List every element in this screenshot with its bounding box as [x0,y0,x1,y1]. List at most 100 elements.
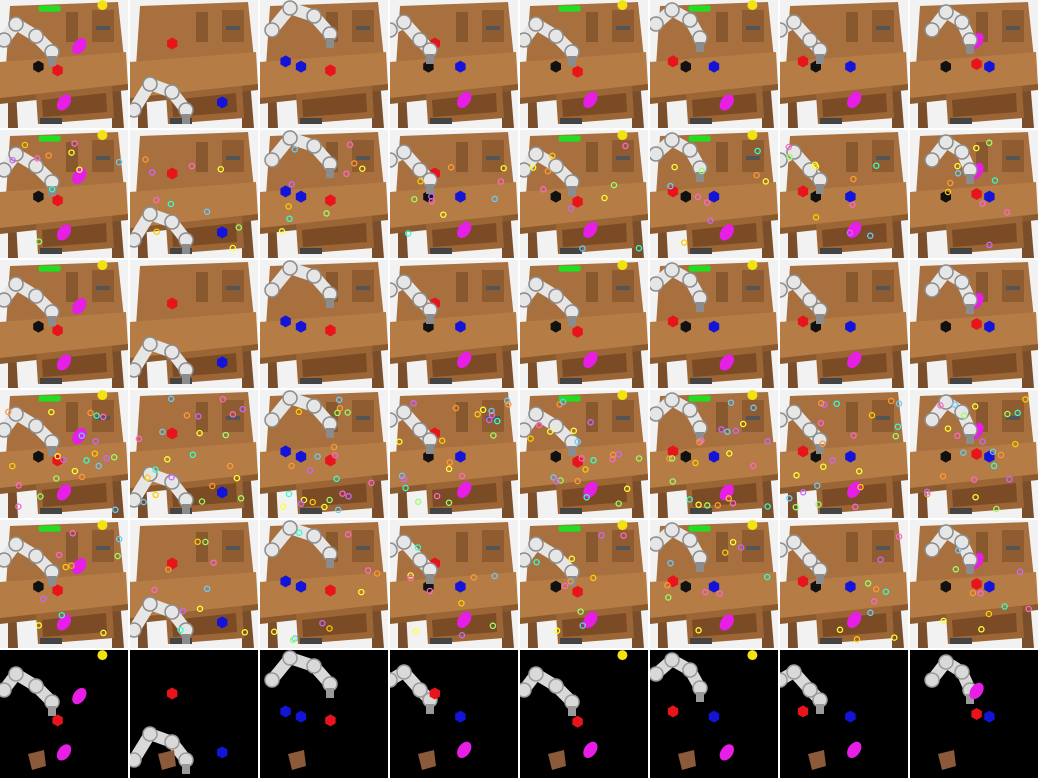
keypoint-marker [426,587,434,595]
keypoint-marker [1025,605,1032,613]
drawer-handle [820,248,842,254]
drawer-handle [950,508,972,514]
drawer-handle-mask [418,750,436,770]
red-object [325,194,336,207]
keypoint-marker [491,195,498,203]
keypoint-marker [198,498,206,505]
robot-arm [650,2,708,52]
keypoint-marker [45,152,52,159]
keypoint-marker [235,224,243,231]
keypoint-marker [668,455,676,462]
keypoint-marker [15,482,23,489]
keypoint-marker [960,449,967,456]
drawer-handle-mask [548,750,566,770]
keypoint-marker [815,501,822,508]
yellow-ball [97,130,108,141]
keypoint-marker [1014,409,1021,417]
magenta-cylinder [847,741,862,758]
magenta-cylinder [847,611,862,628]
keypoint-marker [194,538,201,546]
red-object [167,427,178,440]
green-bar-object [688,525,711,532]
blue-object [455,60,466,73]
blue-object [708,320,720,333]
keypoint-marker [985,610,993,618]
magenta-cylinder [847,221,862,238]
robot-arm [264,390,338,438]
blue-object [295,450,307,463]
scene-tile [130,130,258,258]
keypoint-marker [110,453,118,461]
keypoint-marker [667,559,674,567]
bench-back-panel [136,132,254,196]
keypoint-marker [696,438,703,446]
keypoint-marker [412,628,419,635]
scene-tile [650,260,778,388]
scene-tile [910,0,1038,128]
robot-arm [924,264,978,314]
keypoint-marker [295,529,303,536]
robot-arm [924,4,978,54]
yellow-ball [97,390,108,401]
blue-object [845,710,856,723]
red-object [667,315,679,328]
keypoint-marker [339,490,346,497]
keypoint-marker [944,425,952,432]
scene-tile [130,390,258,518]
keypoint-marker [233,474,241,482]
keypoint-marker [407,572,414,579]
mask-tile [780,650,908,778]
keypoint-marker [344,531,352,538]
magenta-cylinder [583,741,598,758]
keypoint-marker [1001,603,1008,610]
scene-tile [260,0,388,128]
magenta-cylinder [583,481,598,498]
keypoint-marker [850,175,857,183]
red-object [52,584,63,597]
drawer-handle [690,638,712,644]
red-object [971,708,982,720]
keypoint-marker [68,149,75,156]
keypoint-marker [726,450,733,457]
bench-back-panel [136,392,254,456]
magenta-cylinder [457,741,472,758]
keypoint-marker [969,589,977,597]
scene-tile [650,130,778,258]
blue-object [217,226,228,239]
keypoint-marker [868,412,876,419]
keypoint-marker [855,467,863,475]
magenta-cylinder [56,354,72,371]
drawer-handle-mask [288,750,306,770]
scene-tile [260,390,388,518]
keypoint-marker [895,533,903,540]
keypoint-marker [990,462,998,470]
keypoint-marker [209,482,216,490]
keypoint-marker [692,459,699,467]
blue-object [295,320,307,333]
keypoint-marker [574,477,581,485]
keypoint-marker [458,632,466,639]
magenta-cylinder [457,481,472,498]
scene-tile [520,130,648,258]
blue-object [708,450,720,463]
keypoint-marker [490,432,497,439]
drawer-handle-mask [158,750,176,770]
keypoint-marker [952,566,960,573]
keypoint-marker [793,472,800,479]
keypoint-marker [971,403,979,410]
keypoint-marker [535,421,543,429]
keypoint-marker [331,451,339,459]
magenta-cylinder [583,221,598,238]
keypoint-marker [954,547,962,554]
keypoint-marker [196,429,203,437]
keypoint-marker [574,438,582,446]
keypoint-marker [373,570,381,577]
yellow-ball [747,520,758,531]
keypoint-marker [1016,568,1024,575]
black-object [940,190,951,203]
keypoint-marker [754,147,761,155]
drawer-handle [690,118,712,124]
keypoint-marker [40,595,47,603]
black-object [33,450,44,463]
keypoint-marker [167,395,175,403]
